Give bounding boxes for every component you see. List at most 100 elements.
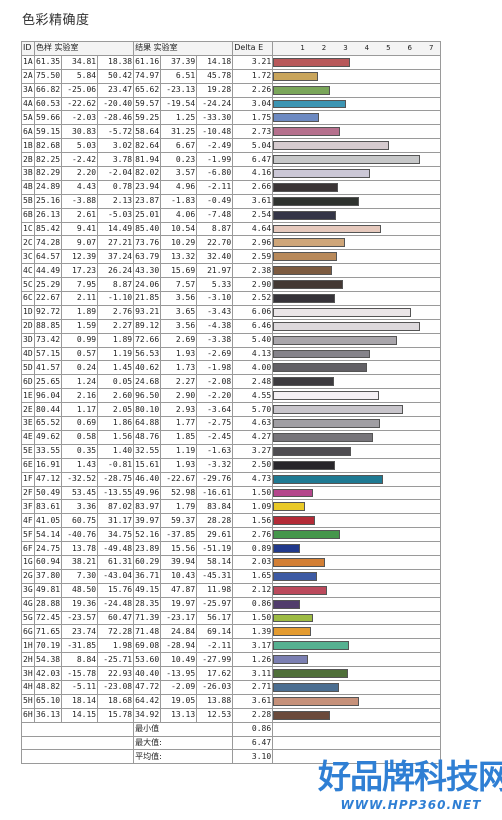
sample-l: 96.04 <box>33 388 63 404</box>
sample-a: -40.76 <box>61 527 99 543</box>
result-b: 14.18 <box>196 54 234 70</box>
table-row: 4D 57.15 0.57 1.19 56.53 1.93 -2.69 4.13 <box>21 346 442 362</box>
result-a: 2.69 <box>160 332 198 348</box>
header-sample: 色样 实验室 <box>33 41 135 56</box>
table-body: 1A 61.35 34.81 18.38 61.16 37.39 14.18 3.21 2A 75… <box>21 54 442 723</box>
result-l: 58.64 <box>133 124 162 140</box>
delta-e-bar <box>273 141 390 151</box>
sample-l: 65.52 <box>33 416 63 431</box>
sample-a: 2.61 <box>61 207 99 223</box>
delta-e-value: 1.72 <box>232 68 274 84</box>
result-l: 24.06 <box>133 277 162 293</box>
sample-l: 71.65 <box>33 624 63 640</box>
sample-b: 2.60 <box>97 388 135 404</box>
sample-b: -49.48 <box>97 541 135 556</box>
row-id: 1G <box>21 554 35 570</box>
delta-e-bar-cell <box>272 443 442 459</box>
delta-e-bar <box>273 502 305 512</box>
row-id: 6H <box>21 707 35 723</box>
page-title: 色彩精确度 <box>22 13 90 28</box>
summary-label: 最小值 <box>133 721 234 737</box>
result-b: -2.08 <box>196 374 234 390</box>
sample-l: 47.12 <box>33 471 63 487</box>
delta-e-bar <box>273 432 373 442</box>
sample-b: 23.47 <box>97 82 135 98</box>
delta-e-value: 2.76 <box>232 527 274 543</box>
result-b: 11.98 <box>196 582 234 598</box>
delta-e-value: 3.21 <box>232 54 274 70</box>
table-row: 1B 82.68 5.03 3.02 82.64 6.67 -2.49 5.04 <box>21 138 442 154</box>
summary-row: 最大值: 6.47 <box>20 735 442 751</box>
row-id: 1D <box>21 304 35 320</box>
delta-e-bar <box>273 419 381 428</box>
delta-e-value: 1.39 <box>232 624 274 640</box>
row-id: 2G <box>21 568 35 584</box>
delta-e-bar-cell <box>272 346 442 362</box>
result-b: -3.43 <box>196 304 234 320</box>
sample-l: 82.68 <box>33 138 63 154</box>
result-a: 10.29 <box>160 235 198 251</box>
sample-b: 31.17 <box>97 513 135 529</box>
table-row: 1G 60.94 38.21 61.31 60.29 39.94 58.14 2.03 <box>21 554 442 570</box>
table-row: 5H 65.10 18.14 18.68 64.42 19.05 13.88 3.61 <box>21 693 442 709</box>
sample-b: 72.28 <box>97 624 135 640</box>
scale-tick: 2 <box>321 44 327 52</box>
header-result: 结果 实验室 <box>133 41 234 56</box>
delta-e-bar <box>273 196 359 206</box>
delta-e-bar <box>273 530 341 540</box>
result-a: 7.57 <box>160 277 198 293</box>
result-a: 1.19 <box>160 443 198 459</box>
result-b: 83.84 <box>196 499 234 515</box>
delta-e-value: 3.27 <box>232 443 274 459</box>
table-row: 6B 26.13 2.61 -5.03 25.01 4.06 -7.48 2.54 <box>21 207 442 223</box>
row-id: 2H <box>21 652 35 668</box>
result-b: 69.14 <box>196 624 234 640</box>
sample-b: -0.81 <box>97 457 135 473</box>
table-row: 4A 60.53 -22.62 -20.40 59.57 -19.54 -24.24 3.04 <box>21 96 442 112</box>
sample-b: 87.02 <box>97 499 135 515</box>
sample-l: 26.13 <box>33 207 63 223</box>
delta-e-value: 4.00 <box>232 360 274 376</box>
result-a: 1.25 <box>160 110 198 126</box>
sample-a: 8.84 <box>61 652 99 668</box>
result-a: 1.73 <box>160 360 198 376</box>
delta-e-value: 3.17 <box>232 638 274 654</box>
result-a: 31.25 <box>160 124 198 140</box>
sample-b: -2.04 <box>97 166 135 181</box>
result-l: 56.53 <box>133 346 162 362</box>
delta-e-bar <box>273 85 330 95</box>
row-id: 5G <box>21 610 35 626</box>
delta-e-bar <box>273 224 381 234</box>
summary-blank <box>272 735 442 751</box>
result-l: 63.79 <box>133 249 162 265</box>
result-l: 60.29 <box>133 554 162 570</box>
sample-a: 7.95 <box>61 277 99 293</box>
result-l: 65.62 <box>133 82 162 98</box>
table-row: 4G 28.88 19.36 -24.48 28.35 19.97 -25.97 0.86 <box>21 596 442 612</box>
row-id: 1C <box>21 221 35 237</box>
sample-l: 60.53 <box>33 96 63 112</box>
row-id: 5D <box>21 360 35 376</box>
sample-a: 1.59 <box>61 318 99 334</box>
sample-l: 42.03 <box>33 666 63 681</box>
delta-e-bar-cell <box>272 110 442 126</box>
result-a: -22.67 <box>160 471 198 487</box>
sample-a: 0.57 <box>61 346 99 362</box>
delta-e-bar <box>273 363 367 373</box>
sample-a: 5.84 <box>61 68 99 84</box>
sample-a: -22.62 <box>61 96 99 112</box>
delta-e-value: 5.40 <box>232 332 274 348</box>
delta-e-value: 2.26 <box>232 82 274 98</box>
result-a: 4.06 <box>160 207 198 223</box>
result-b: 21.97 <box>196 263 234 279</box>
sample-a: 3.36 <box>61 499 99 515</box>
delta-e-bar-cell <box>272 652 442 668</box>
delta-e-bar <box>273 585 327 595</box>
scale-tick: 3 <box>343 44 348 52</box>
result-a: 4.96 <box>160 179 198 195</box>
delta-e-value: 2.50 <box>232 457 274 473</box>
delta-e-bar-cell <box>272 207 442 223</box>
sample-l: 49.81 <box>33 582 63 598</box>
color-accuracy-table: ID 色样 实验室 结果 实验室 Delta E 1 2 3 4 5 6 7 1A 61.35… <box>20 41 442 765</box>
delta-e-value: 6.06 <box>232 304 274 320</box>
